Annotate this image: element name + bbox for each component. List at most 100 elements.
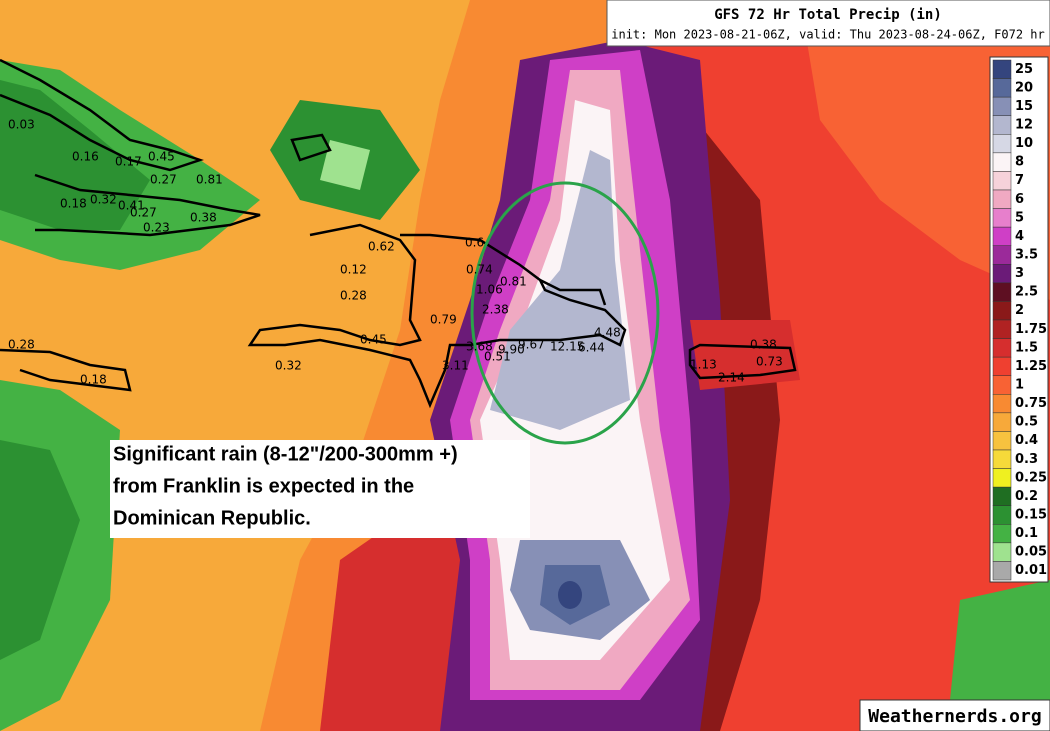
map-value-label: 0.81 (196, 173, 223, 187)
map-value-label: 0.62 (368, 240, 395, 254)
map-value-label: 3.68 (466, 340, 493, 354)
map-value-label: 0.51 (484, 350, 511, 364)
map-value-label: 0.27 (150, 173, 177, 187)
legend-label: 8 (1015, 155, 1024, 170)
title-box (606, 0, 1050, 47)
legend-swatch (992, 78, 1012, 98)
map-value-label: 0.6 (465, 236, 484, 250)
map-value-label: 2.38 (482, 303, 509, 317)
legend-swatch (992, 115, 1012, 135)
legend-swatch (992, 449, 1012, 469)
map-value-label: 0.27 (130, 206, 157, 220)
legend-swatch (992, 301, 1012, 321)
legend-swatch (992, 171, 1012, 191)
legend-label: 0.3 (1015, 452, 1038, 467)
legend-label: 12 (1015, 118, 1033, 133)
legend-label: 0.5 (1015, 415, 1038, 430)
legend-label: 3.5 (1015, 248, 1038, 263)
legend-label: 15 (1015, 99, 1033, 114)
watermark-box (859, 699, 1050, 731)
legend-label: 1.5 (1015, 340, 1038, 355)
legend-label: 0.2 (1015, 489, 1038, 504)
legend-label: 2.5 (1015, 285, 1038, 300)
legend-label: 0.01 (1015, 563, 1047, 578)
legend-swatch (992, 375, 1012, 395)
legend-swatch (992, 356, 1012, 376)
legend-label: 10 (1015, 136, 1033, 151)
map-labels: 0.030.16 0.17 0.450.27 0.810.18 0.32 0.410.27… (8, 118, 783, 387)
legend-label: 7 (1015, 173, 1024, 188)
map-value-label: 0.23 (143, 221, 170, 235)
map-title: GFS 72 Hr Total Precip (in) (714, 7, 942, 23)
legend-label: 1 (1015, 378, 1024, 393)
legend-swatch (992, 134, 1012, 154)
legend-swatch (992, 542, 1012, 562)
map-value-label: 12.15 (550, 340, 584, 354)
legend-swatch (992, 59, 1012, 79)
highlight-ellipse (470, 181, 660, 445)
annotation-line: Dominican Republic. (113, 507, 311, 529)
map-subtitle: init: Mon 2023-08-21-06Z, valid: Thu 202… (611, 28, 1044, 42)
map-value-label: 0.38 (190, 211, 217, 225)
legend-label: 3 (1015, 266, 1024, 281)
legend-label: 25 (1015, 62, 1033, 77)
legend-swatch (992, 524, 1012, 544)
legend-swatch (992, 245, 1012, 265)
legend-swatch (992, 264, 1012, 284)
map-value-label: 0.18 (60, 197, 87, 211)
legend-swatch (992, 152, 1012, 172)
map-value-label: 0.45 (148, 150, 175, 164)
map-value-label: 0.32 (275, 359, 302, 373)
coastlines (0, 58, 797, 409)
map-value-label: 1.06 (476, 283, 503, 297)
map-value-label: 0.12 (340, 263, 367, 277)
legend-swatch (992, 468, 1012, 488)
map-value-label: 0.38 (750, 338, 777, 352)
map-value-label: 0.16 (72, 150, 99, 164)
map-value-label: 0.32 (90, 193, 117, 207)
map-value-label: 2.14 (718, 371, 745, 385)
watermark: Weathernerds.org (868, 706, 1041, 727)
legend-swatch (992, 208, 1012, 228)
legend-label: 5 (1015, 210, 1024, 225)
legend-swatch (992, 282, 1012, 302)
legend-label: 2 (1015, 303, 1024, 318)
legend-swatch (992, 394, 1012, 414)
legend-label: 0.1 (1015, 526, 1038, 541)
legend-label: 0.25 (1015, 470, 1047, 485)
map-value-label: 1.13 (690, 358, 717, 372)
legend-swatch (992, 96, 1012, 116)
legend-label: 20 (1015, 80, 1033, 95)
legend-swatch (992, 189, 1012, 209)
legend-swatch (992, 486, 1012, 506)
map-value-label: 0.17 (115, 155, 142, 169)
map-value-label: 0.73 (756, 355, 783, 369)
map-value-label: 0.41 (118, 199, 145, 213)
legend-swatch (992, 561, 1012, 581)
map-value-label: 0.45 (360, 333, 387, 347)
legend-label: 4 (1015, 229, 1024, 244)
legend-swatch (992, 319, 1012, 339)
legend-swatch (992, 431, 1012, 451)
legend: 25 20 15 12 10 8 7 6 5 4 3.5 3 2.5 2 1.75 1.5 1.25 1 0.75 0… (992, 59, 1047, 581)
legend-label: 0.05 (1015, 545, 1047, 560)
map-value-label: 0.18 (80, 373, 107, 387)
map-value-label: 9.67 (518, 338, 545, 352)
map-value-label: 4.48 (594, 326, 621, 340)
annotation: Significant rain (8-12"/200-300mm +) from… (113, 443, 458, 529)
legend-label: 6 (1015, 192, 1024, 207)
legend-swatch (992, 412, 1012, 432)
map-value-label: 3.11 (442, 359, 469, 373)
map-value-label: 0.28 (340, 289, 367, 303)
legend-label: 1.25 (1015, 359, 1047, 374)
legend-swatch (992, 226, 1012, 246)
legend-swatch (992, 338, 1012, 358)
map-value-label: 0.74 (466, 263, 493, 277)
annotation-line: Significant rain (8-12"/200-300mm +) (113, 443, 458, 465)
legend-label: 0.15 (1015, 508, 1047, 523)
annotation-line: from Franklin is expected in the (113, 475, 414, 497)
legend-swatch (992, 505, 1012, 525)
legend-label: 0.75 (1015, 396, 1047, 411)
